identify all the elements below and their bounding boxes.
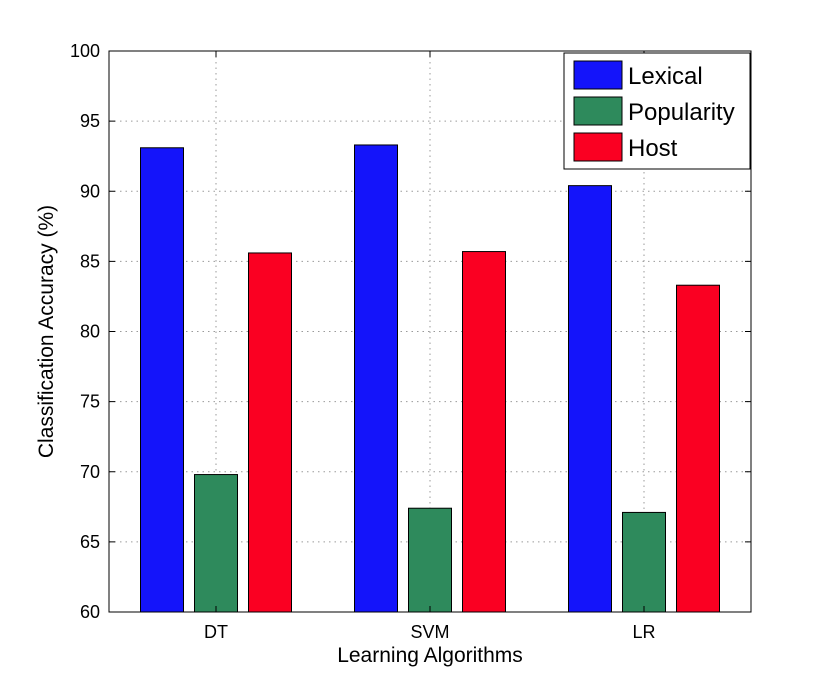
legend-label-host: Host bbox=[628, 135, 678, 162]
x-tick-label-lr: LR bbox=[632, 622, 655, 642]
y-tick-label: 90 bbox=[80, 181, 100, 201]
bar-svm-lexical bbox=[354, 144, 398, 613]
y-tick-label: 100 bbox=[70, 41, 100, 61]
y-tick-label: 85 bbox=[80, 251, 100, 271]
x-tick-label-dt: DT bbox=[204, 622, 228, 642]
bar-svm-popularity bbox=[408, 507, 452, 613]
y-axis-title: Classification Accuracy (%) bbox=[35, 205, 58, 458]
y-tick-label: 70 bbox=[80, 462, 100, 482]
y-tick-label: 60 bbox=[80, 602, 100, 622]
bar-dt-lexical bbox=[140, 147, 184, 613]
bar-lr-popularity bbox=[622, 511, 666, 613]
legend-swatch-lexical bbox=[573, 60, 623, 90]
x-axis-ticks: DT SVM LR bbox=[204, 51, 656, 642]
bar-dt-host bbox=[248, 252, 292, 613]
y-axis-ticks: 60 65 70 75 80 85 90 95 100 bbox=[70, 41, 751, 622]
legend-label-lexical: Lexical bbox=[628, 63, 703, 90]
legend-label-popularity: Popularity bbox=[628, 99, 735, 126]
legend-swatch-popularity bbox=[573, 96, 623, 126]
bar-dt-popularity bbox=[194, 474, 238, 613]
legend-swatch-host bbox=[573, 132, 623, 162]
y-tick-label: 75 bbox=[80, 392, 100, 412]
bar-lr-lexical bbox=[568, 185, 612, 613]
legend: Lexical Popularity Host bbox=[563, 52, 751, 170]
x-tick-label-svm: SVM bbox=[410, 622, 449, 642]
y-tick-label: 95 bbox=[80, 111, 100, 131]
y-tick-label: 65 bbox=[80, 532, 100, 552]
bars bbox=[140, 144, 720, 613]
y-tick-label: 80 bbox=[80, 322, 100, 342]
bar-svm-host bbox=[462, 251, 506, 613]
bar-lr-host bbox=[676, 284, 720, 613]
x-axis-title: Learning Algorithms bbox=[337, 644, 523, 667]
